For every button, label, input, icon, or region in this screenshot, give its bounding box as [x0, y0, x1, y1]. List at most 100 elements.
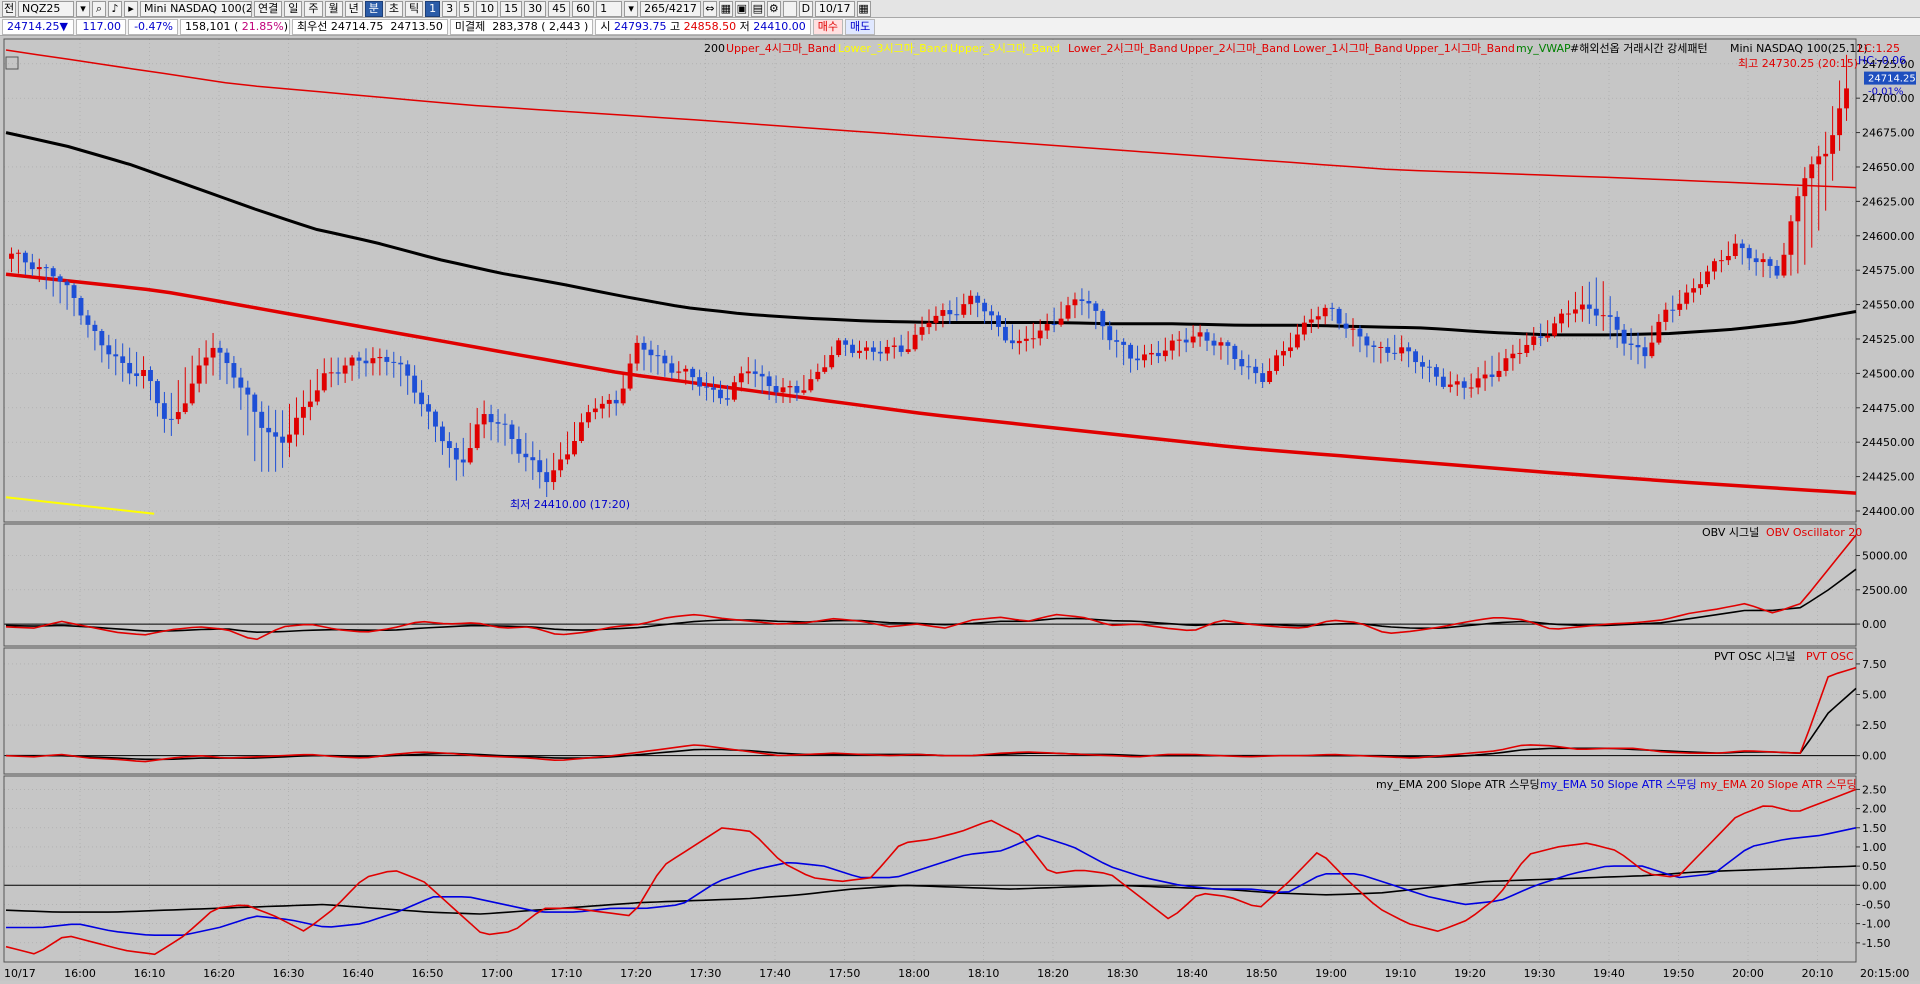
- sell-button[interactable]: 매도: [844, 18, 876, 35]
- settings-icon[interactable]: ⚙: [766, 0, 781, 17]
- best-label: 최우선: [297, 19, 328, 33]
- interval-30[interactable]: 30: [524, 0, 547, 17]
- axis-tick-label: 24575.00: [1862, 264, 1915, 277]
- candle-body: [766, 376, 772, 387]
- candle-body: [161, 403, 167, 419]
- chart-type-week[interactable]: 주: [304, 0, 323, 17]
- candle-body: [808, 379, 814, 391]
- chart-type-month[interactable]: 월: [324, 0, 343, 17]
- candle-body: [1524, 344, 1530, 353]
- candle-body: [1503, 358, 1509, 371]
- candles[interactable]: [9, 54, 1849, 498]
- symbol-input[interactable]: NQZ25: [18, 0, 74, 17]
- buy-button[interactable]: 매수: [812, 18, 843, 35]
- chart-type-day[interactable]: 일: [284, 0, 303, 17]
- chart-svg[interactable]: 24725.00 24700.00 24675.00 24650.00 24625.00…: [0, 37, 1920, 981]
- chart-type-second[interactable]: 초: [384, 0, 403, 17]
- candle-body: [1176, 339, 1182, 341]
- link-icon[interactable]: ▸: [124, 0, 138, 17]
- candle-body: [252, 394, 258, 412]
- scroll-icon[interactable]: ⇔: [702, 0, 717, 17]
- candle-body: [22, 252, 28, 263]
- chart-type-minute[interactable]: 분: [364, 0, 383, 17]
- chart-type-year[interactable]: 년: [344, 0, 363, 17]
- interval-dropdown-icon[interactable]: ▾: [624, 0, 639, 17]
- chart-type-tick[interactable]: 틱: [405, 0, 424, 17]
- candle-body: [1725, 256, 1731, 261]
- candle-body: [759, 373, 765, 377]
- candle-body: [85, 315, 91, 325]
- candle-body: [989, 311, 994, 316]
- candle-body: [92, 324, 98, 332]
- sound-icon[interactable]: ♪: [108, 0, 122, 17]
- axis-tick-label: 1.00: [1862, 841, 1887, 854]
- interval-45[interactable]: 45: [548, 0, 571, 17]
- candle-body: [43, 267, 49, 269]
- checkbox[interactable]: [782, 0, 797, 17]
- calendar-icon[interactable]: ▦: [856, 0, 871, 17]
- unsettled-change: ( 2,443 ): [541, 19, 589, 33]
- interval-15[interactable]: 15: [500, 0, 523, 17]
- high-annotation: 최고 24730.25 (20:15): [1738, 57, 1858, 70]
- candle-body: [572, 441, 577, 455]
- chart-type-continuous[interactable]: 연결: [254, 0, 283, 17]
- candle-body: [175, 412, 181, 420]
- candle-body: [1510, 353, 1516, 359]
- obv-lines: [5, 534, 1857, 641]
- d-toggle[interactable]: D: [798, 0, 813, 17]
- series-e00000: [5, 666, 1857, 763]
- candle-body: [294, 417, 299, 435]
- candle-body: [843, 340, 849, 345]
- candle-body: [1440, 376, 1446, 387]
- obv-legend-signal: OBV 시그널: [1702, 526, 1759, 539]
- market-tab[interactable]: 전: [2, 0, 16, 17]
- chart-area[interactable]: 24725.00 24700.00 24675.00 24650.00 24625.00…: [0, 37, 1920, 981]
- candle-body: [1642, 347, 1648, 357]
- candle-body: [1663, 309, 1669, 322]
- candle-body: [1162, 350, 1168, 357]
- ema-slope-panel[interactable]: 2.502.001.501.000.500.00-0.50-1.00-1.50 …: [5, 778, 1890, 956]
- search-icon[interactable]: ⌕: [92, 0, 106, 17]
- legend-upper-2sigma: Upper_2시그마_Band: [1180, 42, 1290, 55]
- candle-body: [857, 350, 862, 353]
- date-field[interactable]: 10/17: [814, 0, 855, 17]
- bar-count[interactable]: 265/4217: [640, 0, 701, 17]
- candle-body: [787, 386, 793, 388]
- candle-body: [335, 372, 341, 374]
- interval-60[interactable]: 60: [572, 0, 595, 17]
- print-icon[interactable]: ▤: [750, 0, 765, 17]
- interval-value-input[interactable]: 1: [596, 0, 623, 17]
- dropdown-arrow-icon[interactable]: ▾: [76, 0, 90, 17]
- time-tick-label: 19:20: [1454, 967, 1486, 980]
- price-panel[interactable]: 24725.00 24700.00 24675.00 24650.00 24625.00…: [5, 41, 1916, 518]
- candle-body: [321, 373, 327, 391]
- bar-count-total: /4217: [665, 1, 697, 15]
- candle-body: [328, 372, 334, 374]
- interval-1[interactable]: 1: [425, 0, 441, 17]
- axis-tick-label: 2.50: [1862, 783, 1887, 796]
- pvt-panel[interactable]: 7.50 5.00 2.50 0.00 PVT OSC 시그널 PVT OSC: [5, 650, 1887, 763]
- interval-3[interactable]: 3: [442, 0, 458, 17]
- candle-body: [620, 388, 626, 404]
- candle-body: [1531, 336, 1537, 345]
- candle-body: [585, 412, 591, 423]
- panel-menu-icon[interactable]: [5, 56, 19, 70]
- candle-body: [1413, 351, 1418, 363]
- interval-10[interactable]: 10: [476, 0, 499, 17]
- grid-icon[interactable]: ▦: [718, 0, 733, 17]
- candle-body: [440, 426, 445, 442]
- candle-body: [1058, 318, 1064, 325]
- interval-5[interactable]: 5: [459, 0, 475, 17]
- candle-body: [1767, 259, 1773, 266]
- axis-tick-label: 0.00: [1862, 618, 1887, 631]
- save-icon[interactable]: ▣: [734, 0, 749, 17]
- panel-frame-3: [3, 775, 1857, 963]
- axis-tick-label: 24475.00: [1862, 402, 1915, 415]
- high-price: 24858.50: [683, 19, 737, 33]
- obv-panel[interactable]: 5000.00 2500.00 0.00 OBV 시그널 OBV Oscillato…: [5, 526, 1908, 641]
- time-tick-label: 18:00: [898, 967, 930, 980]
- candle-body: [1218, 342, 1224, 346]
- candle-body: [1482, 374, 1488, 379]
- open-label: 시: [600, 19, 611, 33]
- candle-body: [1830, 135, 1836, 154]
